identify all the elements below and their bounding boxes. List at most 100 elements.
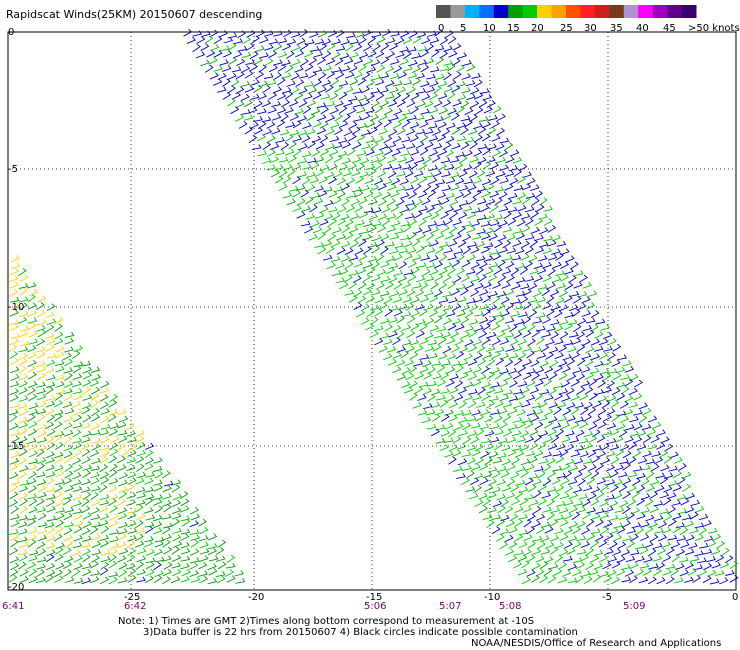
wind-barb — [417, 409, 428, 416]
wind-barb — [8, 344, 18, 353]
wind-barb — [531, 372, 541, 381]
wind-barb — [613, 478, 623, 487]
wind-barb — [99, 519, 109, 527]
wind-barb — [575, 429, 585, 438]
wind-barb — [640, 521, 650, 528]
wind-barb — [481, 190, 491, 198]
wind-barb — [457, 416, 468, 424]
wind-barb — [466, 93, 476, 101]
wind-barb — [249, 63, 258, 72]
wind-barb — [456, 105, 465, 114]
legend-swatch — [479, 5, 495, 18]
wind-barb — [433, 261, 443, 269]
wind-barb — [9, 304, 20, 310]
wind-barb — [401, 92, 411, 102]
wind-barb — [36, 423, 47, 431]
wind-barb — [357, 94, 368, 102]
legend-label: 45 — [663, 23, 676, 34]
wind-barb — [656, 429, 666, 437]
wind-barb — [8, 574, 18, 583]
wind-barb — [520, 240, 530, 249]
wind-barb — [10, 429, 21, 437]
wind-barb — [656, 547, 667, 555]
wind-barb — [551, 422, 562, 429]
wind-barb — [443, 261, 453, 269]
wind-barb — [28, 471, 37, 479]
wind-barb — [504, 142, 514, 150]
wind-barb — [554, 541, 564, 550]
wind-barb — [82, 520, 92, 529]
wind-barb — [45, 477, 55, 486]
legend-swatch — [566, 5, 581, 18]
wind-barb — [514, 518, 524, 527]
wind-barb — [496, 156, 506, 164]
wind-barb — [487, 315, 497, 324]
wind-barb — [703, 535, 714, 542]
wind-barb — [332, 196, 342, 205]
wind-barb — [335, 262, 345, 270]
wind-barb — [541, 288, 551, 297]
wind-barb — [618, 484, 628, 493]
wind-barb — [482, 471, 493, 479]
wind-barb — [549, 518, 559, 527]
wind-barb — [99, 387, 109, 394]
wind-barb — [576, 386, 586, 395]
wind-barb — [550, 288, 560, 297]
wind-barb — [482, 93, 493, 101]
wind-barb — [466, 211, 477, 219]
wind-barb — [46, 569, 56, 578]
wind-barb — [428, 149, 439, 157]
wind-barb — [281, 87, 292, 94]
wind-barb — [581, 296, 591, 304]
wind-barb — [542, 274, 552, 282]
wind-barb — [530, 184, 540, 192]
wind-barb — [500, 499, 509, 508]
wind-barb — [190, 548, 200, 556]
wind-barb — [305, 213, 316, 220]
wind-barb — [609, 541, 618, 549]
wind-barb — [426, 423, 437, 430]
wind-barb — [9, 357, 19, 366]
wind-barb — [398, 261, 408, 270]
wind-barb — [55, 381, 65, 388]
wind-barb — [374, 135, 385, 144]
wind-barb — [323, 186, 333, 193]
wind-barb — [506, 234, 516, 242]
wind-barb — [455, 151, 465, 158]
wind-barb — [356, 133, 366, 142]
wind-barb — [420, 254, 431, 261]
wind-barb — [144, 536, 154, 543]
wind-barb — [408, 365, 418, 374]
wind-barb — [245, 59, 255, 66]
wind-barb — [630, 507, 640, 515]
wind-barb — [392, 296, 403, 303]
wind-barb — [518, 529, 528, 536]
wind-barb — [391, 177, 401, 186]
wind-barb — [409, 148, 420, 156]
wind-barb — [466, 444, 477, 452]
wind-barb — [512, 239, 522, 247]
wind-barb — [207, 563, 217, 571]
wind-barb — [523, 519, 532, 528]
wind-barb — [474, 457, 484, 465]
wind-barb — [82, 554, 91, 563]
wind-barb — [624, 394, 634, 403]
wind-barb — [616, 423, 626, 431]
wind-barb — [358, 238, 367, 247]
wind-barb — [535, 513, 546, 521]
wind-barb — [378, 302, 388, 310]
wind-barb — [377, 225, 387, 233]
wind-barb — [581, 310, 591, 317]
wind-barb — [385, 93, 395, 100]
wind-barb — [496, 127, 506, 136]
wind-barb — [409, 392, 418, 401]
wind-barb — [370, 87, 381, 94]
wind-barb — [53, 434, 63, 443]
wind-barb — [567, 319, 578, 326]
wind-barb — [305, 39, 315, 46]
wind-barb — [390, 220, 401, 227]
wind-barb — [384, 107, 394, 116]
wind-barb — [409, 351, 419, 360]
wind-barb — [396, 99, 406, 108]
wind-barb — [371, 245, 381, 254]
